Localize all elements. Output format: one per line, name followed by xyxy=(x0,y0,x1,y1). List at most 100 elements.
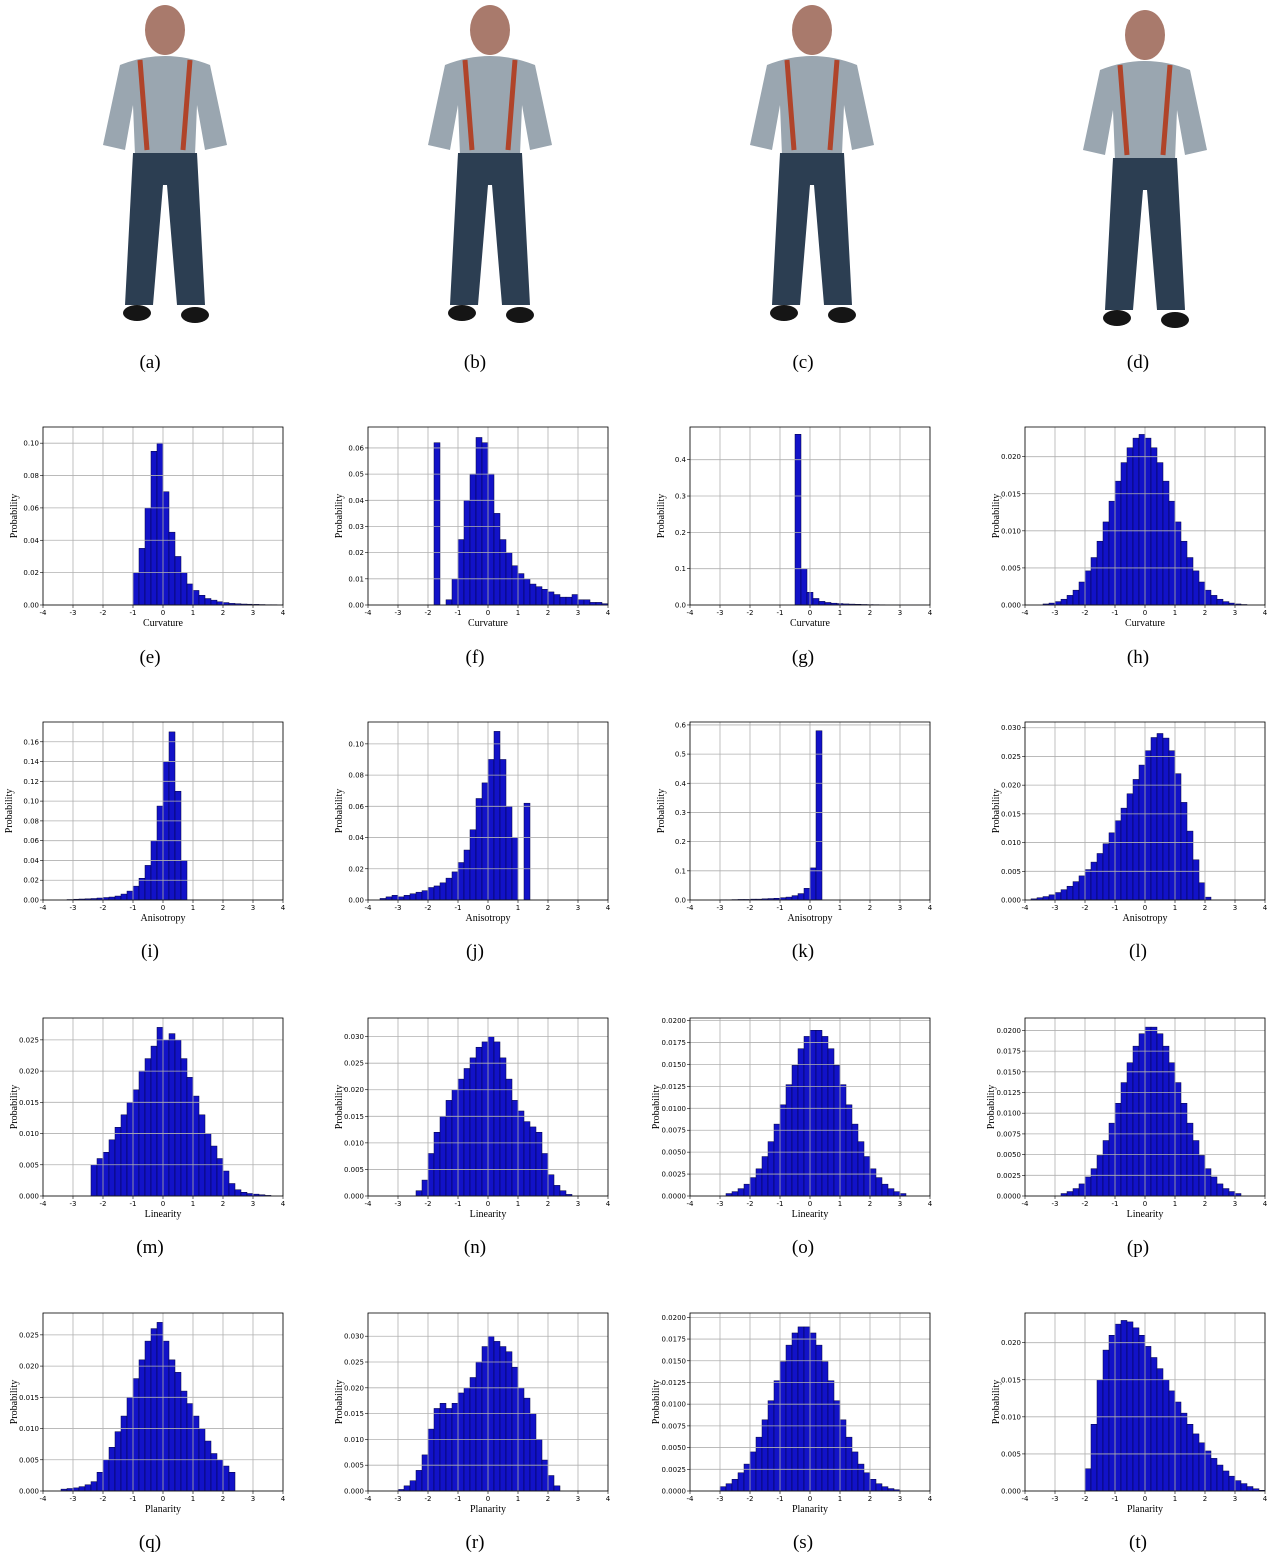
x-tick-label: 3 xyxy=(898,1200,902,1208)
bar xyxy=(768,1401,774,1491)
bar xyxy=(536,587,542,605)
bar xyxy=(530,584,536,605)
bar xyxy=(229,1184,235,1196)
y-tick-label: 0.12 xyxy=(23,778,39,786)
x-tick-label: -3 xyxy=(70,1200,77,1208)
bar xyxy=(121,1115,127,1196)
bar xyxy=(1157,463,1163,605)
y-tick-label: 0.02 xyxy=(23,569,39,577)
bar xyxy=(1079,1184,1085,1196)
y-tick-label: 0.01 xyxy=(348,575,364,583)
x-tick-label: 3 xyxy=(1233,904,1237,912)
bar xyxy=(822,1362,828,1491)
bar xyxy=(175,791,181,900)
x-tick-label: -3 xyxy=(395,609,402,617)
bar xyxy=(133,1379,139,1491)
bar xyxy=(542,1460,548,1491)
x-tick-label: -4 xyxy=(687,904,695,912)
caption: (s) xyxy=(793,1532,813,1553)
image-c xyxy=(750,5,874,323)
bar xyxy=(127,1397,133,1491)
y-tick-label: 0.015 xyxy=(1001,810,1021,818)
y-tick-label: 0.0175 xyxy=(997,1048,1022,1056)
bar xyxy=(1115,1324,1121,1491)
bar xyxy=(1103,1350,1109,1491)
x-axis-label: Curvature xyxy=(143,618,184,629)
caption: (q) xyxy=(139,1532,161,1553)
bar xyxy=(145,508,151,605)
bar xyxy=(1085,571,1091,605)
x-tick-label: 2 xyxy=(221,609,225,617)
bar xyxy=(416,1191,422,1196)
bar xyxy=(1067,886,1073,900)
caption: (j) xyxy=(466,941,484,962)
bar xyxy=(476,437,482,605)
bar xyxy=(1145,1346,1151,1491)
x-tick-label: 1 xyxy=(838,904,842,912)
x-tick-label: -2 xyxy=(100,904,107,912)
bar xyxy=(1115,1103,1121,1196)
bar xyxy=(422,891,428,900)
y-tick-label: 0.3 xyxy=(675,809,686,817)
bar xyxy=(452,1403,458,1491)
x-tick-label: 2 xyxy=(868,1200,872,1208)
y-tick-label: 0.005 xyxy=(1001,1450,1021,1458)
bar xyxy=(151,1329,157,1491)
bar xyxy=(810,868,816,900)
x-axis-label: Anisotropy xyxy=(141,913,186,924)
bar xyxy=(223,1466,229,1491)
bar xyxy=(792,1333,798,1491)
x-axis-label: Anisotropy xyxy=(466,913,511,924)
x-axis-label: Anisotropy xyxy=(1123,913,1168,924)
bar xyxy=(446,1100,452,1196)
bar xyxy=(428,1429,434,1491)
y-tick-label: 0.10 xyxy=(23,798,39,806)
bar xyxy=(1073,1189,1079,1196)
y-axis-label: Probability xyxy=(334,789,345,833)
bar xyxy=(1109,1335,1115,1491)
bar xyxy=(1121,1320,1127,1491)
y-tick-label: 0.0075 xyxy=(662,1127,687,1135)
bar xyxy=(804,1036,810,1196)
bar xyxy=(1127,448,1133,605)
bar xyxy=(548,592,554,605)
bar xyxy=(175,1040,181,1196)
x-tick-label: -4 xyxy=(1022,609,1030,617)
bar xyxy=(1205,590,1211,605)
y-tick-label: 0.04 xyxy=(23,857,39,865)
bar xyxy=(133,886,139,900)
bar xyxy=(798,894,804,900)
x-tick-label: 1 xyxy=(191,904,195,912)
bar xyxy=(1097,853,1103,900)
x-axis-label: Planarity xyxy=(1127,1504,1163,1515)
x-tick-label: -2 xyxy=(1082,609,1089,617)
bar xyxy=(1175,522,1181,605)
bar xyxy=(428,1153,434,1196)
bar xyxy=(193,1416,199,1491)
x-tick-label: 2 xyxy=(868,609,872,617)
y-tick-label: 0.00 xyxy=(348,602,364,610)
x-tick-label: -4 xyxy=(687,609,695,617)
x-tick-label: -1 xyxy=(130,1200,137,1208)
bar xyxy=(1217,599,1223,605)
x-tick-label: 3 xyxy=(898,1495,902,1503)
bar xyxy=(434,1408,440,1491)
y-tick-label: 0.015 xyxy=(344,1410,364,1418)
x-axis-label: Linearity xyxy=(145,1209,182,1220)
bar xyxy=(109,897,115,900)
x-tick-label: 3 xyxy=(898,904,902,912)
caption: (a) xyxy=(139,352,160,373)
bar xyxy=(548,1476,554,1491)
bar xyxy=(750,1452,756,1491)
y-axis-label: Probability xyxy=(656,494,667,538)
bar xyxy=(1127,794,1133,900)
bar xyxy=(1235,1481,1241,1491)
bar xyxy=(1085,1177,1091,1196)
y-tick-label: 0.0125 xyxy=(662,1083,687,1091)
bar xyxy=(139,878,145,900)
bar xyxy=(882,1487,888,1491)
bar xyxy=(1193,1141,1199,1196)
bar xyxy=(151,1046,157,1196)
bar xyxy=(163,1341,169,1491)
bar xyxy=(822,1036,828,1196)
